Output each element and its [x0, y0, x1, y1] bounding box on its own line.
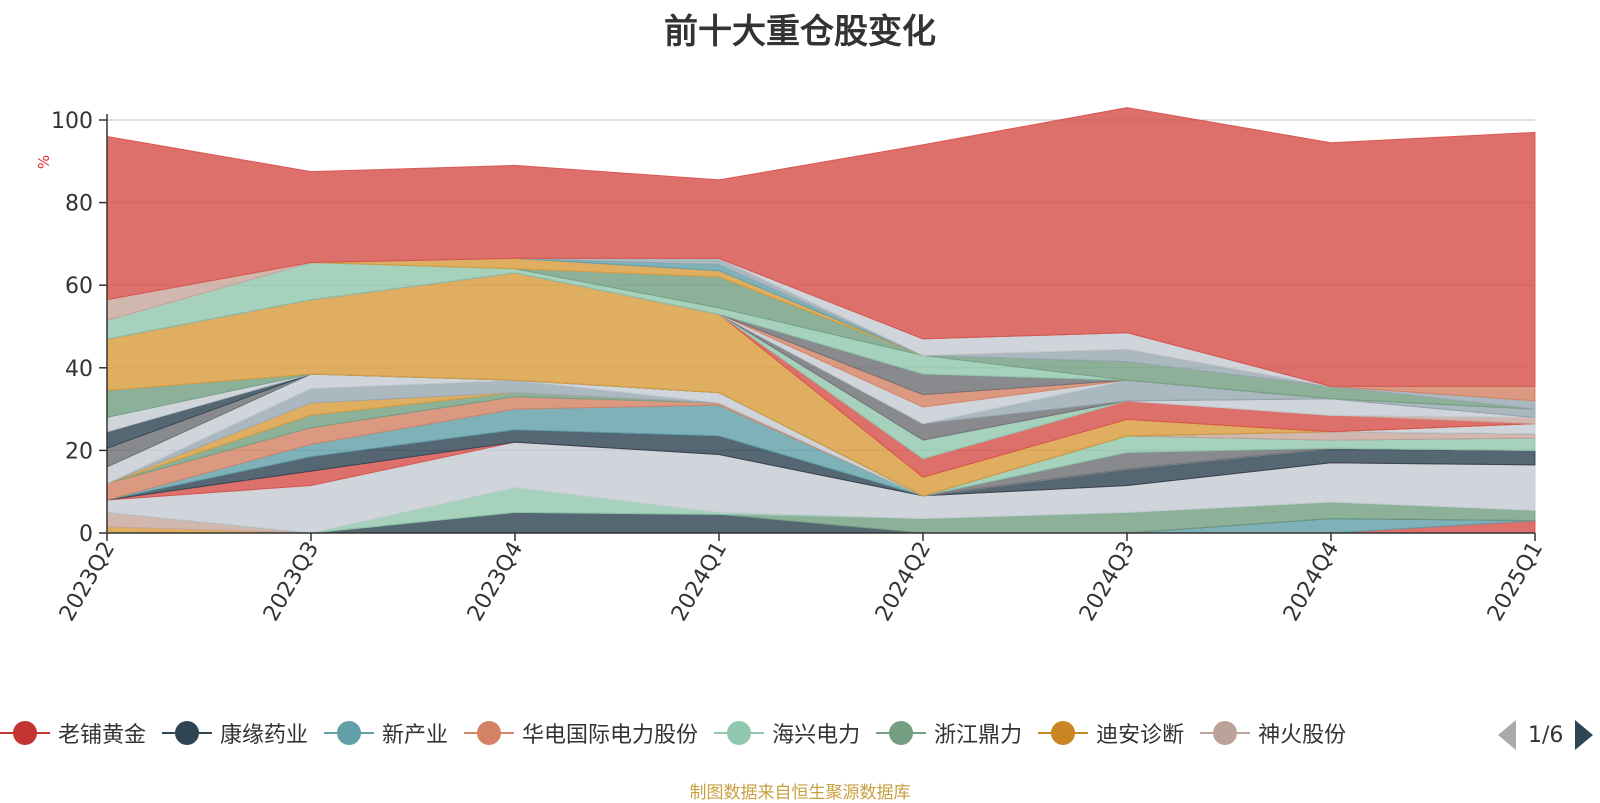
legend-item[interactable]: 迪安诊断 — [1038, 717, 1184, 749]
area-series-42[interactable] — [106, 107, 1536, 387]
legend-marker-icon — [714, 720, 765, 746]
legend-marker-icon — [0, 720, 50, 746]
x-tick-label: 2024Q3 — [1075, 538, 1140, 626]
x-tick-label: 2023Q3 — [259, 538, 324, 626]
legend-item[interactable]: 新产业 — [324, 717, 448, 749]
legend-marker-icon — [1038, 720, 1089, 746]
y-tick-label: 20 — [65, 439, 93, 464]
y-axis-unit-label: % — [35, 155, 53, 169]
legend-label: 新产业 — [382, 723, 449, 748]
y-tick-label: 40 — [65, 357, 93, 382]
legend-label: 康缘药业 — [220, 723, 309, 748]
legend-item[interactable]: 康缘药业 — [162, 717, 308, 749]
legend-label: 华电国际电力股份 — [522, 723, 699, 748]
legend-marker-icon — [162, 720, 213, 746]
area-layer — [106, 107, 1536, 534]
legend-label: 迪安诊断 — [1096, 723, 1185, 748]
legend-item[interactable]: 海兴电力 — [714, 717, 860, 749]
x-tick-label: 2023Q4 — [463, 538, 528, 626]
legend-item[interactable]: 浙江鼎力 — [876, 717, 1022, 749]
x-tick-label: 2024Q2 — [871, 538, 936, 626]
y-tick-label: 80 — [65, 192, 93, 217]
x-tick-label: 2024Q4 — [1279, 538, 1344, 626]
legend-prev-page-icon[interactable] — [1498, 720, 1516, 750]
legend-page-indicator: 1/6 — [1528, 722, 1564, 748]
x-tick-label: 2025Q1 — [1483, 538, 1548, 626]
legend-next-page-icon[interactable] — [1575, 720, 1594, 750]
legend-marker-icon — [1200, 720, 1251, 746]
legend-marker-icon — [464, 720, 515, 746]
legend-item[interactable]: 神火股份 — [1200, 717, 1346, 749]
source-note: 制图数据来自恒生聚源数据库 — [689, 783, 911, 803]
legend-item[interactable]: 华电国际电力股份 — [464, 717, 698, 749]
legend-item[interactable]: 老铺黄金 — [0, 717, 146, 749]
legend-pager: 1/6 — [1498, 718, 1594, 752]
y-tick-label: 100 — [51, 109, 93, 134]
legend: 老铺黄金 康缘药业 新产业 华电国际电力股份 海兴电力 浙江鼎力 迪安诊断 神火股份 — [0, 713, 1362, 753]
x-tick-label: 2023Q2 — [55, 538, 120, 626]
legend-marker-icon — [876, 720, 927, 746]
legend-label: 神火股份 — [1258, 723, 1347, 748]
legend-label: 浙江鼎力 — [934, 723, 1023, 748]
legend-marker-icon — [324, 720, 375, 746]
chart-title: 前十大重仓股变化 — [664, 12, 936, 52]
legend-label: 老铺黄金 — [58, 723, 147, 748]
y-tick-label: 60 — [65, 274, 93, 299]
legend-label: 海兴电力 — [772, 723, 861, 748]
y-tick-label: 0 — [79, 522, 93, 547]
x-tick-label: 2024Q1 — [667, 538, 732, 626]
